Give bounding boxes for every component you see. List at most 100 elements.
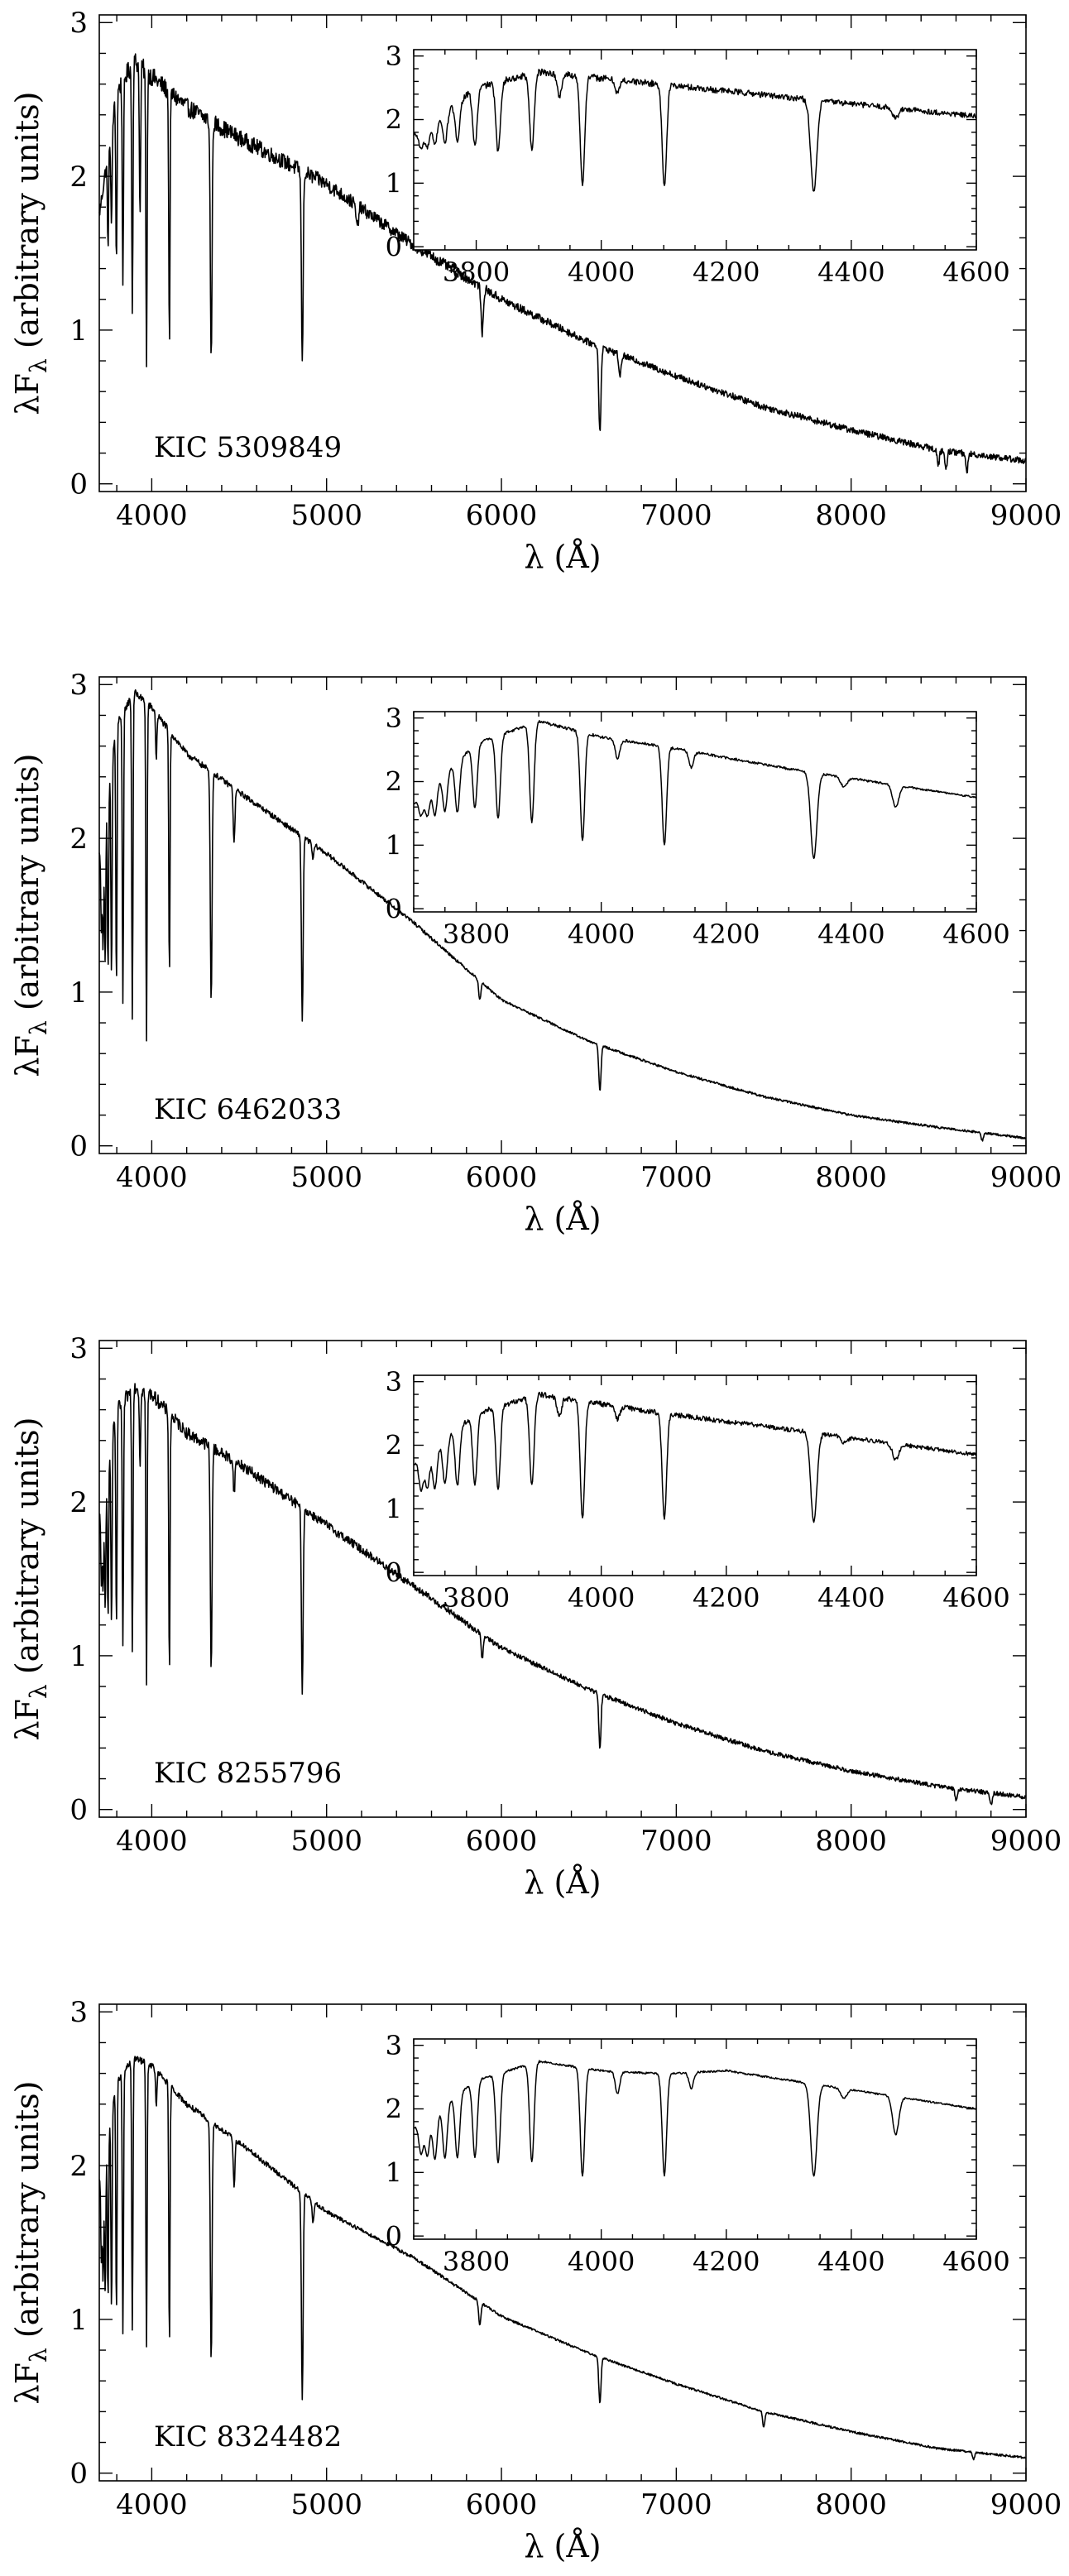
- plot-frame: [413, 1374, 977, 1576]
- x-tick-label: 8000: [815, 1161, 887, 1194]
- axes-2: 4000 5000 6000 7000 8000 9000 0 1 2 3 KIC 6462033 λ…: [9, 669, 1062, 1237]
- x-tick-label: 4200: [693, 2246, 760, 2277]
- inset-spectrum-line: [413, 720, 977, 860]
- x-tick-label: 4400: [817, 1582, 884, 1614]
- x-tick-label: 9000: [990, 499, 1062, 532]
- x-tick-label: 7000: [640, 1825, 712, 1858]
- y-tick-label: 0: [386, 1557, 402, 1588]
- x-tick-label: 4400: [817, 257, 884, 288]
- x-tick-label: 8000: [815, 1825, 887, 1858]
- x-tick-label: 4600: [942, 257, 1009, 288]
- y-axis-label: λFλ (arbitrary units): [9, 2081, 52, 2405]
- y-tick-label: 2: [70, 161, 88, 194]
- inset-axes-4: 3800 4000 4200 4400 4600 0 1 2 3: [386, 2030, 1010, 2277]
- x-tick-label: 6000: [466, 1161, 538, 1194]
- x-tick-label: 4600: [942, 1582, 1009, 1614]
- y-tick-label: 3: [386, 703, 402, 734]
- x-tick-label: 4000: [568, 257, 635, 288]
- plot-frame: [413, 2038, 977, 2240]
- y-tick-label: 3: [70, 669, 88, 702]
- x-tick-label: 4200: [693, 1582, 760, 1614]
- x-axis-label: λ (Å): [524, 1201, 601, 1237]
- x-tick-label: 4000: [568, 2246, 635, 2277]
- y-tick-label: 2: [386, 2094, 402, 2125]
- x-tick-label: 6000: [466, 499, 538, 532]
- x-tick-label: 3800: [443, 1582, 510, 1614]
- object-label: KIC 5309849: [154, 431, 342, 464]
- inset-axes-1: 3800 4000 4200 4400 4600 0 1 2 3: [386, 41, 1010, 288]
- x-tick-label: 7000: [640, 499, 712, 532]
- x-tick-label: 4400: [817, 919, 884, 950]
- y-axis-label-rest: (arbitrary units): [9, 1418, 46, 1685]
- x-tick-label: 4000: [116, 499, 188, 532]
- inset-axes-3: 3800 4000 4200 4400 4600 0 1 2 3: [386, 1366, 1010, 1614]
- y-axis-label-main: λF: [9, 373, 46, 415]
- x-tick-label: 4400: [817, 2246, 884, 2277]
- object-label: KIC 8324482: [154, 2420, 342, 2454]
- y-tick-label: 3: [386, 2030, 402, 2061]
- x-tick-label: 4600: [942, 2246, 1009, 2277]
- y-axis-label-rest: (arbitrary units): [9, 754, 46, 1021]
- spectrum-line: [98, 1383, 1027, 1806]
- plot-frame: [413, 49, 977, 251]
- y-tick-label: 1: [386, 830, 402, 861]
- y-tick-label: 0: [70, 2458, 88, 2491]
- y-tick-label: 2: [70, 823, 88, 856]
- x-tick-label: 4000: [116, 1825, 188, 1858]
- plot-frame: [98, 1340, 1027, 1818]
- x-axis-label: λ (Å): [524, 2528, 601, 2564]
- y-tick-label: 1: [70, 1640, 88, 1673]
- x-tick-label: 3800: [443, 257, 510, 288]
- plot-frame: [98, 14, 1027, 492]
- plot-frame: [98, 676, 1027, 1154]
- x-tick-label: 4600: [942, 919, 1009, 950]
- y-axis-label-rest: (arbitrary units): [9, 2081, 46, 2348]
- y-axis-label-main: λF: [9, 1699, 46, 1740]
- plot-frame: [413, 711, 977, 913]
- x-tick-label: 6000: [466, 1825, 538, 1858]
- x-tick-label: 3800: [443, 919, 510, 950]
- y-tick-label: 1: [70, 976, 88, 1010]
- y-tick-label: 3: [386, 1366, 402, 1398]
- axes-3: 4000 5000 6000 7000 8000 9000 0 1 2 3 KIC 8255796 λ…: [9, 1332, 1062, 1901]
- y-tick-label: 0: [386, 231, 402, 262]
- y-tick-label: 2: [386, 104, 402, 136]
- x-tick-label: 5000: [290, 2488, 362, 2521]
- y-axis-label-rest: (arbitrary units): [9, 92, 46, 359]
- x-tick-label: 4000: [568, 919, 635, 950]
- x-tick-label: 4200: [693, 257, 760, 288]
- y-axis-label-subscript: λ: [25, 2348, 52, 2363]
- x-tick-label: 9000: [990, 1825, 1062, 1858]
- y-axis-label-main: λF: [9, 1035, 46, 1077]
- x-tick-label: 5000: [290, 1825, 362, 1858]
- spectrum-line: [98, 53, 1027, 474]
- x-tick-label: 5000: [290, 499, 362, 532]
- x-tick-label: 8000: [815, 2488, 887, 2521]
- x-tick-label: 4200: [693, 919, 760, 950]
- y-tick-label: 3: [70, 1332, 88, 1365]
- inset-axes-2: 3800 4000 4200 4400 4600 0 1 2 3: [386, 703, 1010, 950]
- y-tick-label: 0: [70, 468, 88, 501]
- inset-spectrum-line: [413, 1391, 977, 1523]
- y-tick-label: 1: [386, 168, 402, 199]
- x-tick-label: 9000: [990, 1161, 1062, 1194]
- y-axis-label: λFλ (arbitrary units): [9, 92, 52, 415]
- axes-4: 4000 5000 6000 7000 8000 9000 0 1 2 3 KIC 8324482 λ…: [9, 1996, 1062, 2564]
- y-tick-label: 0: [386, 2220, 402, 2252]
- x-tick-label: 4000: [116, 2488, 188, 2521]
- spectrum-line: [98, 689, 1027, 1142]
- y-tick-label: 3: [70, 1996, 88, 2029]
- y-tick-label: 0: [70, 1794, 88, 1827]
- y-axis-label-subscript: λ: [25, 1684, 52, 1699]
- x-tick-label: 3800: [443, 2246, 510, 2277]
- x-tick-label: 7000: [640, 1161, 712, 1194]
- y-axis-label-subscript: λ: [25, 358, 52, 373]
- y-tick-label: 1: [386, 1494, 402, 1525]
- y-tick-label: 2: [70, 1486, 88, 1519]
- y-tick-label: 1: [70, 314, 88, 348]
- y-axis-label: λFλ (arbitrary units): [9, 1418, 52, 1741]
- y-axis-label-subscript: λ: [25, 1020, 52, 1035]
- object-label: KIC 8255796: [154, 1757, 342, 1790]
- y-tick-label: 2: [386, 1430, 402, 1461]
